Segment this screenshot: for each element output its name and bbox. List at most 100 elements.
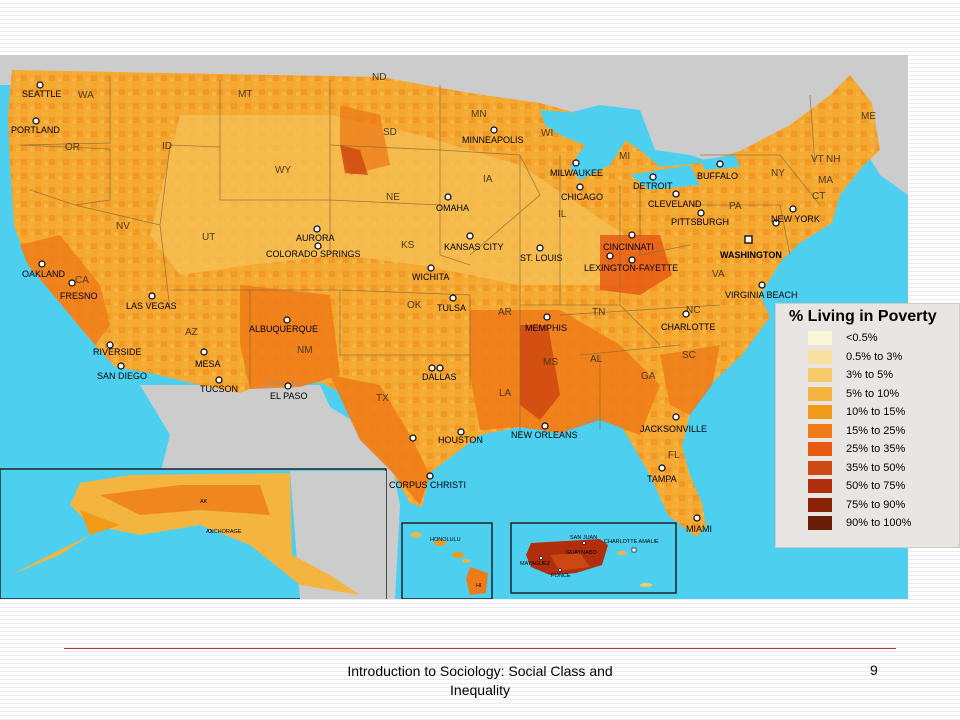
state-label-mi: MI <box>619 151 630 162</box>
svg-text:WICHITA: WICHITA <box>412 272 449 282</box>
city-virginia-beach: VIRGINIA BEACH <box>725 281 798 300</box>
city-tampa: TAMPA <box>647 464 677 484</box>
state-label-ga: GA <box>641 371 656 382</box>
legend-item: <0.5% <box>808 330 878 346</box>
hawaii-inset: HONOLULU HI <box>401 522 493 599</box>
state-label-pa: PA <box>729 201 742 212</box>
city-albuquerque: ALBUQUERQUE <box>249 316 318 334</box>
city-pittsburgh: PITTSBURGH <box>671 209 729 227</box>
city-dallas: DALLAS <box>422 364 457 382</box>
state-label-ms: MS <box>543 357 558 368</box>
state-label-fl: FL <box>668 450 680 461</box>
svg-text:EL PASO: EL PASO <box>270 391 308 401</box>
svg-text:DETROIT: DETROIT <box>633 181 673 191</box>
city-new-york: NEW YORK <box>771 205 820 227</box>
puerto-rico-inset: SAN JUAN CHARLOTTE AMALIE GUAYNABO MAYAG… <box>510 522 677 594</box>
city-tulsa: TULSA <box>437 294 466 313</box>
svg-text:MIAMI: MIAMI <box>686 524 712 534</box>
poverty-map: WA OR CA ID NV MT WY UT AZ NM ND SD NE K… <box>0 55 908 599</box>
svg-text:TAMPA: TAMPA <box>647 474 677 484</box>
state-label-mn: MN <box>471 109 487 120</box>
city-cleveland: CLEVELAND <box>648 190 702 209</box>
state-label-mt: MT <box>238 89 252 100</box>
svg-text:OMAHA: OMAHA <box>436 203 469 213</box>
svg-text:GUAYNABO: GUAYNABO <box>566 550 597 556</box>
state-label-wa: WA <box>78 90 94 101</box>
legend-item: 5% to 10% <box>808 386 899 402</box>
legend-swatch <box>808 331 832 345</box>
svg-text:PORTLAND: PORTLAND <box>11 125 60 135</box>
page-number: 9 <box>870 662 878 678</box>
state-label-ny: NY <box>771 168 785 179</box>
svg-text:AK: AK <box>200 499 208 505</box>
svg-text:CINCINNATI: CINCINNATI <box>603 242 654 252</box>
state-label-ne: NE <box>386 192 400 203</box>
svg-text:RIVERSIDE: RIVERSIDE <box>93 347 142 357</box>
legend-item: 25% to 35% <box>808 441 905 457</box>
city-new-orleans: NEW ORLEANS <box>511 422 578 440</box>
svg-text:FRESNO: FRESNO <box>60 291 98 301</box>
state-label-az: AZ <box>185 327 198 338</box>
legend-label: 15% to 25% <box>846 424 906 437</box>
city-cincinnati: CINCINNATI <box>603 231 654 252</box>
svg-text:MINNEAPOLIS: MINNEAPOLIS <box>462 135 524 145</box>
svg-text:ALBUQUERQUE: ALBUQUERQUE <box>249 324 318 334</box>
svg-text:CHARLOTTE: CHARLOTTE <box>661 322 716 332</box>
state-label-wy: WY <box>275 165 291 176</box>
legend-label: 3% to 5% <box>846 369 894 381</box>
city-tucson: TUCSON <box>200 376 238 394</box>
legend-label: 0.5% to 3% <box>846 350 903 363</box>
legend-swatch <box>808 497 832 512</box>
svg-text:BUFFALO: BUFFALO <box>697 171 738 181</box>
legend-label: 75% to 90% <box>846 498 906 511</box>
svg-text:ST. LOUIS: ST. LOUIS <box>520 253 563 263</box>
svg-text:HI: HI <box>476 583 482 589</box>
city-kansas-city: KANSAS CITY <box>444 232 504 252</box>
state-label-nm: NM <box>297 345 313 356</box>
legend-swatch <box>808 442 832 456</box>
svg-text:PONCE: PONCE <box>551 573 571 579</box>
state-label-sc: SC <box>682 350 696 361</box>
city-fresno: FRESNO <box>60 279 98 301</box>
legend-label: <0.5% <box>846 332 878 344</box>
legend-item: 75% to 90% <box>808 497 905 513</box>
state-label-me: ME <box>861 111 876 122</box>
svg-text:PITTSBURGH: PITTSBURGH <box>671 217 729 227</box>
city-lexington-fayette: LEXINGTON-FAYETTE <box>584 252 678 273</box>
canada-land <box>0 55 908 195</box>
svg-text:MAYAGUEZ: MAYAGUEZ <box>520 561 551 567</box>
state-label-ca: CA <box>75 275 89 286</box>
city-colorado-springs: COLORADO SPRINGS <box>266 242 361 259</box>
state-label-id: ID <box>162 141 172 152</box>
footer-divider <box>64 648 896 649</box>
svg-text:DALLAS: DALLAS <box>422 372 457 382</box>
svg-text:TULSA: TULSA <box>437 303 466 313</box>
svg-text:KANSAS CITY: KANSAS CITY <box>444 242 504 252</box>
svg-text:AURORA: AURORA <box>296 233 335 243</box>
state-label-ia: IA <box>483 174 493 185</box>
svg-text:HONOLULU: HONOLULU <box>430 537 461 543</box>
state-label-al: AL <box>590 354 603 365</box>
legend-label: 5% to 10% <box>846 387 900 400</box>
state-label-ct: CT <box>812 191 825 202</box>
city-jacksonville: JACKSONVILLE <box>640 413 707 434</box>
svg-text:TUCSON: TUCSON <box>200 384 238 394</box>
city-washington: WASHINGTON <box>720 235 782 260</box>
city-mesa: MESA <box>195 348 221 369</box>
svg-text:CHARLOTTE AMALIE: CHARLOTTE AMALIE <box>604 539 659 545</box>
state-label-ar: AR <box>498 307 512 318</box>
city-houston: HOUSTON <box>409 428 483 445</box>
svg-text:CORPUS CHRISTI: CORPUS CHRISTI <box>389 480 466 490</box>
svg-text:SEATTLE: SEATTLE <box>22 89 61 99</box>
legend-item: 50% to 75% <box>808 478 905 494</box>
legend-item: 90% to 100% <box>808 515 911 531</box>
svg-text:COLORADO SPRINGS: COLORADO SPRINGS <box>266 249 361 259</box>
alaska-inset: AK ANCHORAGE <box>0 468 387 599</box>
city-minneapolis: MINNEAPOLIS <box>462 126 524 145</box>
svg-text:NEW YORK: NEW YORK <box>771 214 820 224</box>
legend-swatch <box>808 460 832 475</box>
city-el-paso: EL PASO <box>270 382 308 401</box>
city-portland: PORTLAND <box>11 117 60 135</box>
legend-label: 50% to 75% <box>846 480 906 492</box>
svg-text:WASHINGTON: WASHINGTON <box>720 250 782 260</box>
